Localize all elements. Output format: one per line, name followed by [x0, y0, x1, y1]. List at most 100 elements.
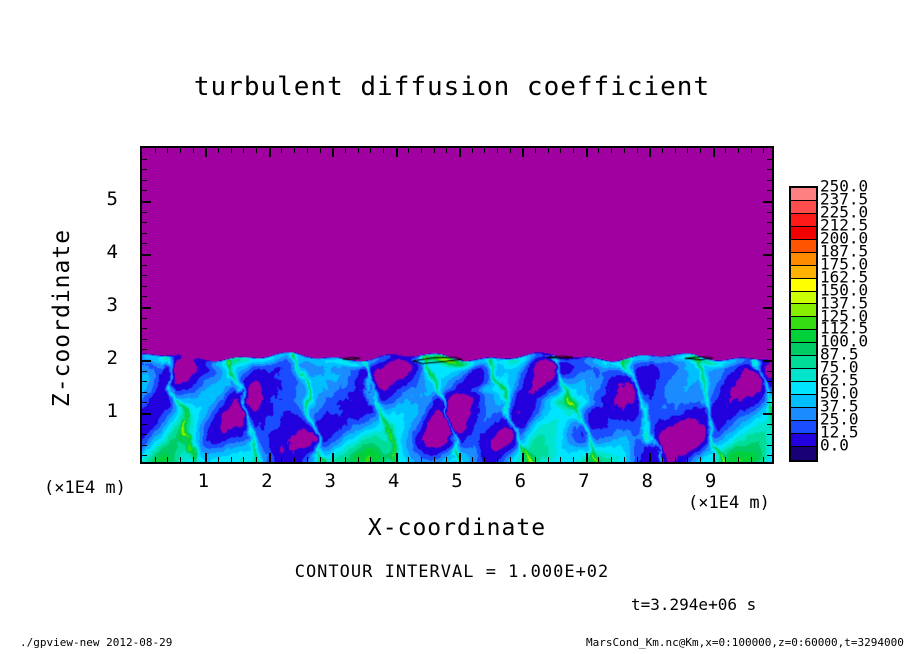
colorbar-swatch — [791, 420, 816, 434]
axis-tick — [243, 148, 245, 153]
axis-tick — [142, 275, 147, 277]
page-title: turbulent diffusion coefficient — [193, 72, 711, 102]
axis-tick — [763, 413, 772, 415]
contour-plot-area — [140, 146, 774, 464]
axis-tick — [560, 457, 562, 462]
y-axis-title: Z-coordinate — [49, 228, 75, 408]
colorbar-swatch — [791, 433, 816, 447]
colorbar-swatch — [791, 369, 816, 383]
axis-tick — [611, 457, 613, 462]
axis-tick — [471, 457, 473, 462]
colorbar-swatch — [791, 395, 816, 408]
axis-tick — [535, 457, 537, 462]
axis-tick — [623, 457, 625, 462]
axis-tick — [382, 457, 384, 462]
axis-tick — [763, 457, 765, 462]
axis-tick — [256, 148, 258, 153]
axis-tick — [484, 148, 486, 153]
axis-tick — [142, 349, 147, 351]
axis-tick — [420, 457, 422, 462]
axis-tick — [767, 158, 772, 160]
axis-tick — [142, 444, 147, 446]
colorbar-tick-label: 200.0 — [820, 228, 869, 248]
y-tick-label: 1 — [106, 400, 118, 422]
axis-tick — [573, 457, 575, 462]
axis-tick — [767, 264, 772, 266]
axis-tick — [767, 222, 772, 224]
axis-tick — [142, 317, 147, 319]
axis-tick — [661, 457, 663, 462]
colorbar-tick-label: 87.5 — [820, 344, 859, 364]
axis-tick — [767, 444, 772, 446]
axis-tick — [142, 201, 151, 203]
axis-tick — [167, 148, 169, 153]
colorbar-tick-label: 137.5 — [820, 293, 869, 313]
axis-tick — [268, 148, 271, 157]
axis-tick — [712, 453, 715, 462]
axis-tick — [332, 453, 335, 462]
axis-tick — [767, 296, 772, 298]
colorbar-tick-label: 150.0 — [820, 280, 869, 300]
axis-tick — [142, 391, 147, 393]
axis-tick — [737, 457, 739, 462]
colorbar-tick-label: 37.5 — [820, 396, 859, 416]
axis-tick — [535, 148, 537, 153]
x-unit-label-right: (×1E4 m) — [688, 493, 770, 513]
axis-tick — [370, 148, 372, 153]
axis-tick — [547, 148, 549, 153]
axis-tick — [649, 453, 652, 462]
axis-tick — [142, 455, 147, 457]
axis-tick — [433, 148, 435, 153]
axis-tick — [763, 254, 772, 256]
axis-tick — [268, 453, 271, 462]
axis-tick — [585, 453, 588, 462]
axis-tick — [767, 381, 772, 383]
axis-tick — [687, 457, 689, 462]
axis-tick — [357, 148, 359, 153]
footer-source-label: MarsCond_Km.nc@Km,x=0:100000,z=0:60000,t… — [586, 636, 904, 649]
axis-tick — [395, 453, 398, 462]
axis-tick — [357, 457, 359, 462]
axis-tick — [767, 434, 772, 436]
axis-tick — [725, 148, 727, 153]
axis-tick — [598, 148, 600, 153]
axis-tick — [142, 254, 151, 256]
axis-tick — [281, 148, 283, 153]
axis-tick — [142, 338, 147, 340]
colorbar-tick-label: 100.0 — [820, 331, 869, 351]
colorbar-tick-label: 62.5 — [820, 370, 859, 390]
colorbar-swatch — [791, 330, 816, 344]
axis-tick — [243, 457, 245, 462]
axis-tick — [636, 457, 638, 462]
axis-tick — [767, 179, 772, 181]
axis-tick — [767, 349, 772, 351]
axis-tick — [306, 148, 308, 153]
axis-tick — [142, 423, 147, 425]
x-unit-label-left: (×1E4 m) — [44, 478, 126, 498]
axis-tick — [142, 243, 147, 245]
footer-command-label: ./gpview-new 2012-08-29 — [20, 636, 173, 649]
axis-tick — [142, 296, 147, 298]
axis-tick — [382, 148, 384, 153]
colorbar-tick-label: 175.0 — [820, 254, 869, 274]
axis-tick — [142, 381, 147, 383]
colorbar-tick-label: 212.5 — [820, 215, 869, 235]
axis-tick — [763, 201, 772, 203]
axis-tick — [649, 148, 652, 157]
axis-tick — [142, 211, 147, 213]
axis-tick — [142, 413, 151, 415]
axis-tick — [767, 285, 772, 287]
x-tick-label: 7 — [578, 470, 590, 492]
axis-tick — [319, 148, 321, 153]
contour-interval-label: CONTOUR INTERVAL = 1.000E+02 — [294, 562, 610, 582]
turbulence-field-heatmap — [142, 148, 772, 462]
axis-tick — [763, 360, 772, 362]
axis-tick — [737, 148, 739, 153]
axis-tick — [408, 457, 410, 462]
axis-tick — [611, 148, 613, 153]
y-tick-label: 5 — [106, 188, 118, 210]
colorbar-swatch — [791, 252, 816, 266]
colorbar-tick-label: 25.0 — [820, 409, 859, 429]
x-tick-label: 3 — [324, 470, 336, 492]
axis-tick — [661, 148, 663, 153]
